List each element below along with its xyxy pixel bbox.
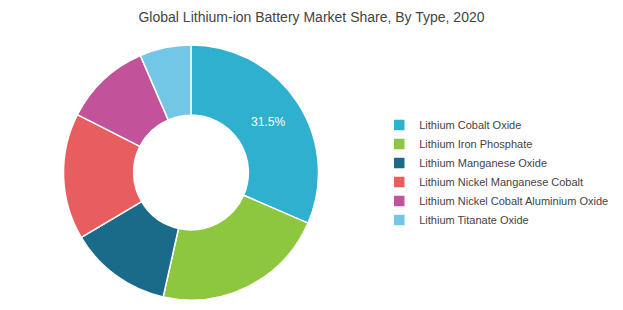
svg-text:Lithium Cobalt Oxide: Lithium Cobalt Oxide	[419, 119, 521, 131]
svg-text:Lithium Nickel Manganese Cobal: Lithium Nickel Manganese Cobalt	[419, 176, 583, 188]
svg-text:31.5%: 31.5%	[251, 115, 285, 129]
svg-text:Lithium Titanate Oxide: Lithium Titanate Oxide	[419, 214, 528, 226]
svg-text:Lithium Nickel Cobalt Aluminiu: Lithium Nickel Cobalt Aluminium Oxide	[419, 195, 608, 207]
svg-text:Lithium Iron Phosphate: Lithium Iron Phosphate	[419, 138, 532, 150]
svg-text:Lithium Manganese Oxide: Lithium Manganese Oxide	[419, 157, 547, 169]
svg-text:Global Lithium-ion Battery Mar: Global Lithium-ion Battery Market Share,…	[138, 9, 484, 25]
